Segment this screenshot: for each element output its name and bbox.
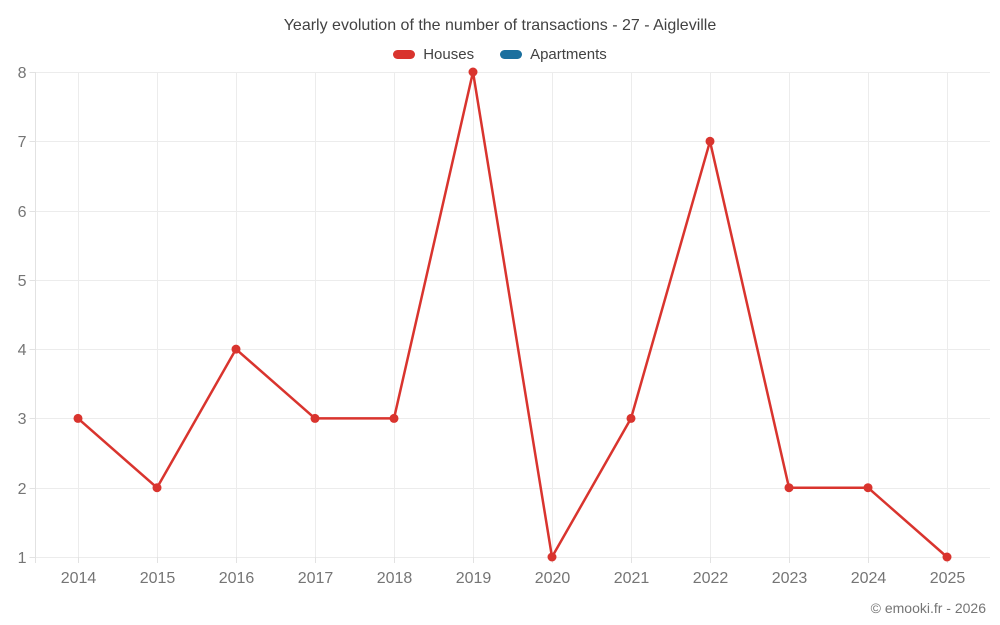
legend-label-apartments: Apartments: [530, 46, 607, 63]
x-tick-label: 2016: [219, 570, 255, 587]
legend-label-houses: Houses: [423, 46, 475, 63]
x-tick-label: 2022: [693, 570, 729, 587]
copyright: © emooki.fr - 2026: [870, 600, 986, 616]
y-tick-label: 8: [18, 65, 27, 82]
x-tick-label: 2018: [377, 570, 413, 587]
x-tick-label: 2019: [456, 570, 492, 587]
data-point-houses-2017[interactable]: [310, 413, 320, 423]
y-tick-label: 2: [18, 481, 27, 498]
series-line-houses: [76, 70, 949, 559]
x-tick-label: 2020: [535, 570, 571, 587]
legend-item-apartments[interactable]: Apartments: [500, 46, 607, 63]
legend: Houses Apartments: [0, 46, 1000, 63]
x-tick-label: 2014: [61, 570, 97, 587]
data-point-houses-2018[interactable]: [389, 413, 399, 423]
x-tick-label: 2017: [298, 570, 334, 587]
data-point-houses-2022[interactable]: [705, 136, 715, 146]
data-point-houses-2015[interactable]: [152, 483, 162, 493]
y-tick-label: 3: [18, 411, 27, 428]
data-point-houses-2024[interactable]: [863, 483, 873, 493]
x-tick-label: 2024: [851, 570, 887, 587]
y-tick-label: 4: [18, 342, 27, 359]
legend-item-houses[interactable]: Houses: [393, 46, 474, 63]
y-tick-label: 5: [18, 273, 27, 290]
data-point-houses-2023[interactable]: [784, 483, 794, 493]
data-point-houses-2021[interactable]: [626, 413, 636, 423]
x-tick-label: 2015: [140, 570, 176, 587]
data-point-houses-2020[interactable]: [547, 552, 557, 562]
y-tick-label: 6: [18, 204, 27, 221]
data-point-houses-2014[interactable]: [73, 413, 83, 423]
houses-swatch-icon: [393, 50, 416, 59]
x-tick-label: 2023: [772, 570, 808, 587]
y-tick-label: 7: [18, 134, 27, 151]
data-point-houses-2016[interactable]: [231, 344, 241, 354]
x-tick-label: 2021: [614, 570, 650, 587]
chart-title: Yearly evolution of the number of transa…: [283, 17, 717, 34]
x-tick-label: 2025: [930, 570, 966, 587]
apartments-swatch-icon: [500, 50, 523, 59]
data-point-houses-2019[interactable]: [468, 67, 478, 77]
data-point-houses-2025[interactable]: [942, 552, 952, 562]
y-tick-label: 1: [18, 550, 27, 567]
